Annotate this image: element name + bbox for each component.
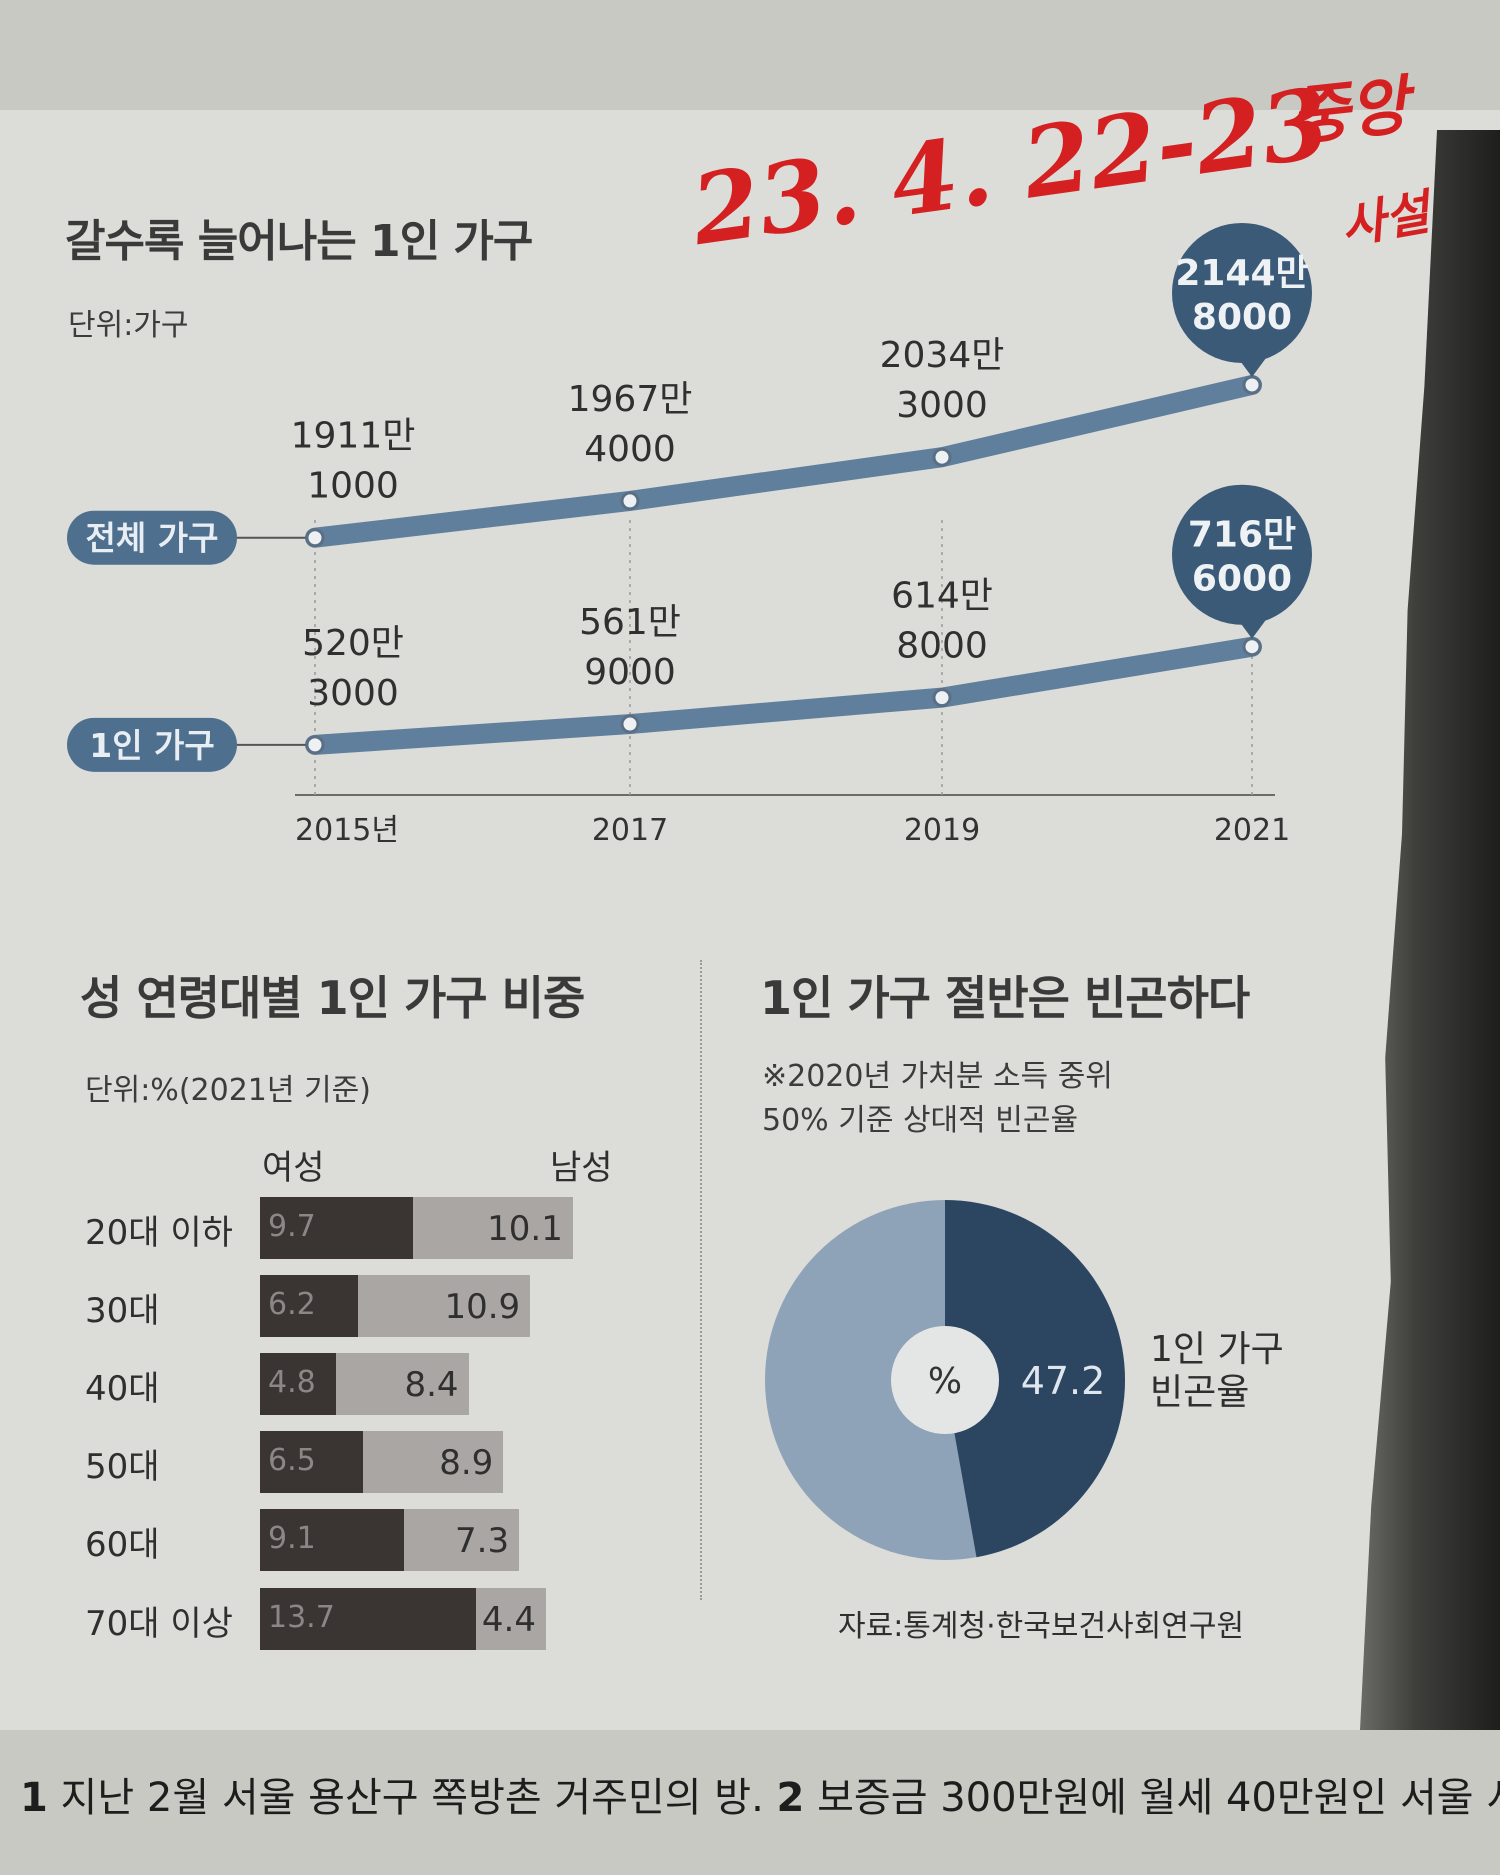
bar-value-female: 13.7 [268,1600,335,1635]
bar-value-male: 7.3 [455,1521,510,1561]
donut-center-label: % [928,1361,962,1402]
bar-female: 4.8 [260,1353,336,1415]
caption-number-1: 1 [20,1775,48,1821]
caption-text-1: 지난 2월 서울 용산구 쪽방촌 거주민의 방. [47,1775,777,1821]
data-label-line2: 3000 [307,673,399,714]
bar-value-female: 9.7 [268,1209,316,1244]
bar-row: 6.2 10.9 [260,1275,531,1337]
bar-value-male: 8.9 [439,1443,494,1483]
series-pill [67,717,237,772]
series-line-single [305,636,1262,755]
legend-female: 여성 [262,1148,325,1188]
data-label-line1: 2034만 [880,335,1005,376]
series-line-total [305,374,1262,548]
bar-row: 4.8 8.4 [260,1353,469,1415]
x-tick-label: 2017 [592,813,668,848]
bar-category-label: 30대 [85,1291,160,1331]
data-label-line2: 6000 [1192,559,1292,600]
bar-female: 13.7 [260,1588,477,1650]
donut-value-label: 47.2 [1021,1359,1106,1403]
bar-male: 10.9 [357,1275,531,1337]
bar-male: 8.4 [335,1353,469,1415]
donut-slice-poverty [945,1200,1125,1558]
data-label-line1: 520만 [302,623,404,664]
bar-value-male: 10.9 [444,1287,521,1327]
bar-female: 6.5 [260,1431,363,1493]
data-point [932,447,952,467]
caption-number-2: 2 [776,1775,805,1821]
bar-category-label: 60대 [85,1525,160,1565]
bar-female: 9.1 [260,1509,404,1571]
data-label-line2: 4000 [584,429,676,470]
data-label-line1: 561만 [579,602,681,643]
bar-category-label: 70대 이상 [85,1604,233,1644]
data-label-line2: 1000 [307,466,399,507]
section-divider [700,960,703,1600]
data-label-line2: 8000 [896,626,988,667]
series-name-label: 전체 가구 [86,519,219,558]
pie-series-label: 1인 가구 빈곤율 [1150,1328,1284,1414]
bar-value-female: 9.1 [268,1521,316,1556]
data-point [620,714,640,734]
bar-male: 7.3 [403,1509,520,1571]
data-point [932,688,952,708]
data-point [305,528,325,548]
bar-male: 8.9 [362,1431,504,1493]
bar-category-label: 40대 [85,1369,160,1409]
bar-value-female: 4.8 [268,1365,316,1400]
data-label-line2: 3000 [896,385,988,426]
data-point [305,735,325,755]
bar-male: 4.4 [476,1588,546,1650]
data-point [620,491,640,511]
data-label-line1: 1911만 [291,416,416,457]
line-chart-title: 갈수록 늘어나는 1인 가구 [65,216,533,267]
photo-caption: 1 지난 2월 서울 용산구 쪽방촌 거주민의 방. 2 보증금 300만원에 … [20,1765,1500,1823]
x-tick-label: 2015년 [295,813,399,848]
bar-value-female: 6.2 [268,1287,316,1322]
data-label-line1: 2144만 [1175,253,1308,294]
pie-note-line2: 50% 기준 상대적 빈곤율 [762,1102,1079,1138]
series-pill [67,510,237,565]
pie-chart-note: ※2020년 가처분 소득 중위 50% 기준 상대적 빈곤율 [762,1055,1113,1142]
bar-value-female: 6.5 [268,1443,316,1478]
bar-value-male: 4.4 [481,1600,536,1640]
series-name-label: 1인 가구 [89,726,215,765]
data-label-line2: 9000 [584,652,676,693]
bar-female: 9.7 [260,1197,414,1259]
data-label-line1: 716만 [1188,515,1296,556]
caption-text-2: 보증금 300만원에 월세 40만원인 서울 서 [804,1775,1500,1821]
pie-note-line1: ※2020년 가처분 소득 중위 [762,1059,1113,1094]
source-credit: 자료:통계청·한국보건사회연구원 [838,1609,1245,1644]
data-label-line1: 1967만 [568,379,693,420]
legend-male: 남성 [550,1148,613,1188]
pie-label-line1: 1인 가구 [1150,1329,1284,1370]
bar-row: 6.5 8.9 [260,1431,504,1493]
data-label-line1: 614만 [891,576,993,617]
callout-bubble [1172,222,1312,363]
data-label-line2: 8000 [1192,297,1292,338]
bar-category-label: 50대 [85,1447,160,1487]
bar-chart-unit: 단위:%(2021년 기준) [85,1073,371,1108]
bar-category-label: 20대 이하 [85,1213,233,1253]
bar-male: 10.1 [413,1197,573,1259]
pie-label-line2: 빈곤율 [1150,1372,1250,1414]
pie-chart-title: 1인 가구 절반은 빈곤하다 [760,971,1250,1025]
bar-female: 6.2 [260,1275,358,1337]
x-tick-label: 2021 [1214,813,1290,848]
bar-row: 9.7 10.1 [260,1197,573,1259]
bar-value-male: 8.4 [404,1365,459,1405]
bar-row: 13.7 4.4 [260,1588,546,1650]
line-chart-unit: 단위:가구 [68,308,189,343]
bar-row: 9.1 7.3 [260,1509,520,1571]
bar-chart-title: 성 연령대별 1인 가구 비중 [80,971,585,1025]
bar-value-male: 10.1 [487,1209,563,1249]
donut-hole [891,1326,999,1434]
x-tick-label: 2019 [904,813,980,848]
callout-bubble [1172,484,1312,625]
